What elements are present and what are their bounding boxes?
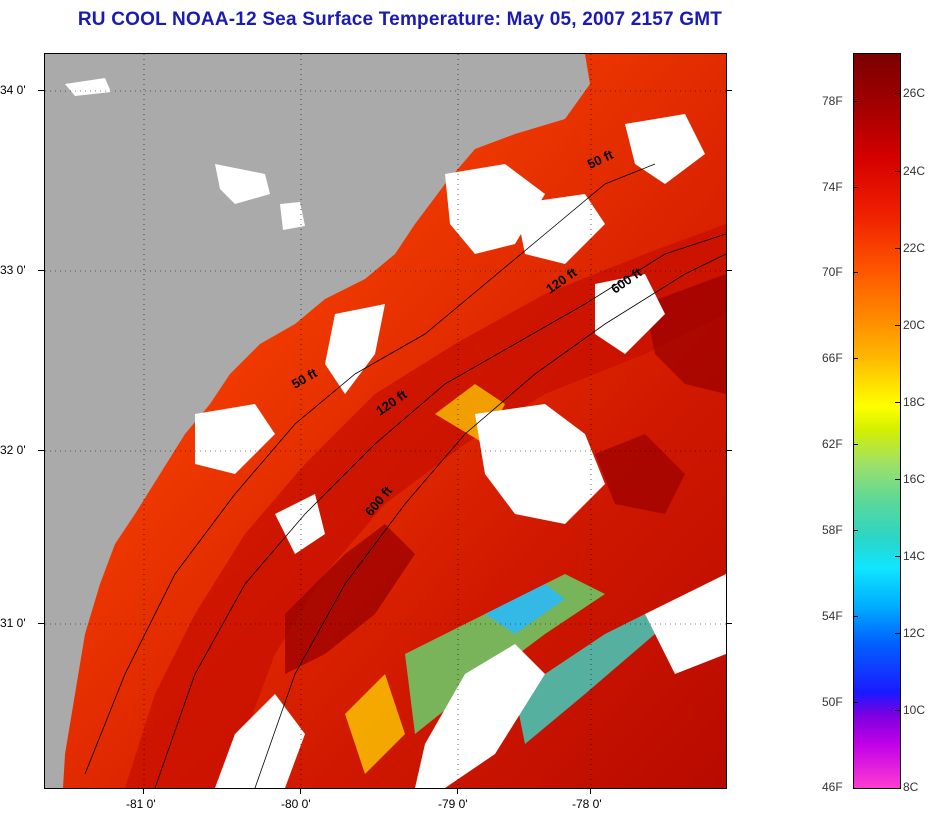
lat-tick: [726, 450, 732, 451]
contour-50ft: [84, 163, 656, 775]
lat-tick: [38, 90, 44, 91]
colorbar-tick: [895, 710, 900, 711]
colorbar-c-label: 16C: [903, 472, 926, 486]
colorbar-f-label: 54F: [822, 609, 843, 623]
lon-label: -78 0': [572, 797, 602, 811]
colorbar-tick: [853, 272, 858, 273]
cool-streak: [485, 584, 565, 634]
colorbar-f-label: 46F: [822, 780, 843, 794]
lat-tick: [726, 90, 732, 91]
colorbar-f-label: 50F: [822, 695, 843, 709]
colorbar-tick: [895, 402, 900, 403]
colorbar-c-label: 20C: [903, 318, 926, 332]
contour-120ft: [154, 233, 726, 788]
land-area: [45, 54, 590, 788]
colorbar: [853, 53, 901, 789]
colorbar-tick: [853, 530, 858, 531]
colorbar-c-label: 18C: [903, 395, 926, 409]
colorbar-tick: [895, 556, 900, 557]
colorbar-f-label: 62F: [822, 437, 843, 451]
colorbar-tick: [853, 358, 858, 359]
cloud-cover: [65, 78, 726, 788]
shelf-band: [125, 224, 726, 788]
colorbar-f-label: 58F: [822, 523, 843, 537]
graticule: [45, 54, 726, 788]
lat-tick: [726, 623, 732, 624]
colorbar-f-label: 70F: [822, 265, 843, 279]
lat-tick: [38, 450, 44, 451]
colorbar-tick: [895, 479, 900, 480]
colorbar-tick: [895, 93, 900, 94]
cool-streak: [515, 614, 655, 744]
warm-core: [645, 274, 726, 394]
colorbar-f-label: 74F: [822, 180, 843, 194]
lon-label: -81 0': [126, 797, 156, 811]
lat-tick: [38, 623, 44, 624]
lat-label: 34 0': [0, 83, 26, 97]
colorbar-tick: [895, 171, 900, 172]
colorbar-c-label: 26C: [903, 86, 926, 100]
warm-core: [285, 524, 415, 674]
colorbar-c-label: 10C: [903, 703, 926, 717]
colorbar-f-label: 78F: [822, 94, 843, 108]
lon-tick: [590, 788, 591, 794]
colorbar-c-label: 24C: [903, 164, 926, 178]
colorbar-tick: [853, 187, 858, 188]
colorbar-f-label: 66F: [822, 351, 843, 365]
lon-tick: [143, 788, 144, 794]
colorbar-c-label: 8C: [903, 780, 919, 794]
lat-label: 32 0': [0, 443, 26, 457]
lon-tick: [300, 788, 301, 794]
colorbar-c-label: 22C: [903, 241, 926, 255]
colorbar-tick: [853, 444, 858, 445]
colorbar-tick: [853, 616, 858, 617]
contour-600ft: [254, 253, 726, 788]
lat-tick: [38, 270, 44, 271]
colorbar-c-label: 14C: [903, 549, 926, 563]
lat-tick: [726, 270, 732, 271]
colorbar-c-label: 12C: [903, 626, 926, 640]
lat-label: 33 0': [0, 263, 26, 277]
colorbar-tick: [895, 248, 900, 249]
lon-label: -79 0': [438, 797, 468, 811]
cool-streak: [345, 674, 405, 774]
warm-core: [595, 434, 685, 514]
colorbar-tick: [853, 702, 858, 703]
map-title: RU COOL NOAA-12 Sea Surface Temperature:…: [77, 9, 723, 30]
colorbar-tick: [895, 633, 900, 634]
lat-label: 31 0': [0, 616, 26, 630]
lon-label: -80 0': [281, 797, 311, 811]
sst-map: 50 ft 120 ft 600 ft 50 ft 120 ft 600 ft: [44, 53, 727, 789]
colorbar-tick: [853, 101, 858, 102]
sst-map-svg: 50 ft 120 ft 600 ft 50 ft 120 ft 600 ft: [45, 54, 726, 788]
colorbar-tick: [895, 325, 900, 326]
lon-tick: [457, 788, 458, 794]
